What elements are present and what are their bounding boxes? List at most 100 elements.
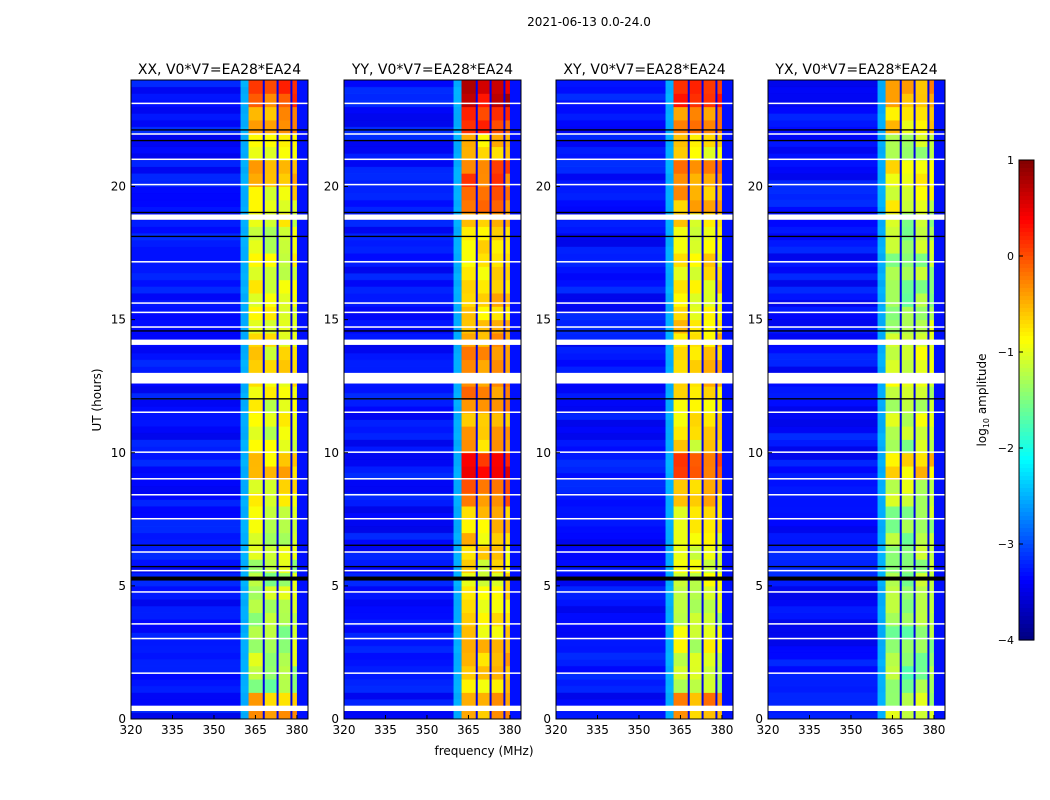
band-cell [248, 679, 264, 693]
noise-row [556, 312, 674, 321]
flagged-row-white [344, 102, 521, 105]
noise-row [768, 80, 886, 88]
band-cell [476, 452, 491, 467]
band-cell [277, 612, 292, 627]
colorbar-segment [1019, 592, 1034, 597]
band-cell [476, 412, 491, 427]
band-cell [490, 266, 505, 281]
colorbar-segment [1019, 604, 1034, 609]
band-cell [490, 253, 505, 267]
band-cell [490, 399, 505, 414]
noise-row [344, 332, 462, 341]
band-cell [461, 532, 477, 547]
noise-row [556, 432, 674, 440]
band-cell [928, 159, 934, 174]
band-cell [900, 625, 915, 640]
noise-row [344, 206, 462, 214]
flagged-row-white [131, 672, 308, 674]
noise-row [768, 459, 886, 467]
noise-row [556, 659, 674, 667]
band-cell [900, 386, 915, 400]
noise-row [556, 466, 674, 474]
noise-row [131, 572, 249, 580]
noise-row [131, 239, 249, 247]
flagged-row-white [768, 158, 945, 161]
band-cell [673, 439, 689, 454]
band-cell [702, 532, 717, 547]
noise-row [768, 179, 886, 187]
band-cell [673, 186, 689, 201]
band-cell [900, 466, 915, 480]
noise-row [768, 246, 886, 254]
noise-row [556, 452, 674, 460]
band-cell [716, 585, 722, 600]
band-cell [263, 80, 278, 94]
colorbar-segment [1019, 524, 1034, 529]
noise-row [556, 346, 674, 354]
band-cell [928, 293, 934, 307]
flagged-row-white [344, 214, 521, 220]
flagged-row-white [344, 326, 521, 328]
band-cell [673, 279, 689, 294]
flagged-row-black [768, 544, 945, 546]
flagged-row-black [344, 576, 521, 581]
noise-row [768, 226, 886, 234]
band-cell [716, 226, 722, 241]
band-cell [716, 506, 722, 520]
noise-row [556, 86, 674, 94]
band-cell [673, 93, 689, 108]
band-cell [928, 492, 934, 507]
noise-row [344, 399, 462, 407]
colorbar-segment [1019, 220, 1034, 225]
flagged-row-white [768, 302, 945, 304]
band-cell [688, 585, 703, 600]
noise-row [344, 386, 462, 394]
band-cell [504, 545, 510, 560]
band-cell [277, 466, 292, 480]
band-cell [263, 679, 278, 693]
band-cell [673, 692, 689, 707]
band-cell [900, 585, 915, 600]
flagged-row-white [131, 411, 308, 413]
noise-row [556, 206, 674, 214]
band-cell [461, 293, 477, 307]
noise-row [768, 159, 886, 168]
noise-row [556, 186, 674, 194]
band-cell [914, 293, 929, 307]
noise-row [768, 446, 886, 454]
band-cell [914, 226, 929, 241]
band-cell [716, 599, 722, 613]
band-cell [928, 186, 934, 201]
noise-row [768, 352, 886, 361]
noise-row [556, 605, 674, 613]
flagged-row-white [344, 411, 521, 413]
band-cell [476, 679, 491, 693]
colorbar-segment [1019, 596, 1034, 601]
noise-row [768, 432, 886, 440]
noise-row [344, 219, 462, 227]
colorbar-segment [1019, 404, 1034, 409]
band-cell [688, 146, 703, 161]
band-cell [248, 439, 264, 454]
band-cell [277, 146, 292, 161]
flagged-row-white [556, 637, 733, 640]
noise-row [768, 319, 886, 327]
y-tick-label: 0 [118, 712, 126, 726]
colorbar-segment [1019, 188, 1034, 193]
band-cell [914, 585, 929, 600]
flagged-row-black [344, 211, 521, 214]
x-tick-label: 320 [120, 723, 143, 737]
band-cell [461, 159, 477, 174]
band-cell [504, 146, 510, 161]
band-cell [476, 625, 491, 640]
noise-row [344, 406, 462, 414]
band-cell [461, 266, 477, 281]
band-cell [476, 346, 491, 361]
band-cell [928, 692, 934, 707]
colorbar-segment [1019, 564, 1034, 569]
band-cell [900, 532, 915, 547]
noise-row [131, 532, 249, 540]
flagged-row-black [131, 129, 308, 131]
band-cell [688, 173, 703, 187]
band-cell [263, 239, 278, 254]
